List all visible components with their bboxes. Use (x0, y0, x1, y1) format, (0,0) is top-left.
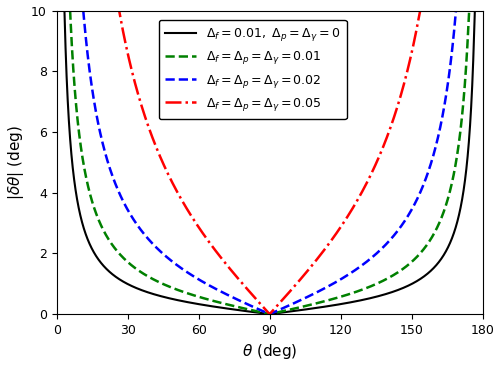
$\Delta_f = 0.01,\ \Delta_p = \Delta_\gamma = 0$ (80, 221, 86, 225)
$\Delta_f = \Delta_p = \Delta_\gamma = 0.01$ (56, 8, 62, 13)
$\Delta_f = \Delta_p = \Delta_\gamma = 0.02$ (480, 8, 486, 13)
$\Delta_f = \Delta_p = \Delta_\gamma = 0.02$ (266, 312, 272, 316)
Line: $\Delta_f = \Delta_p = \Delta_\gamma = 0.05$: $\Delta_f = \Delta_p = \Delta_\gamma = 0… (57, 11, 482, 314)
Legend: $\Delta_f = 0.01,\ \Delta_p = \Delta_\gamma = 0$, $\Delta_f = \Delta_p = \Delta_: $\Delta_f = 0.01,\ \Delta_p = \Delta_\ga… (158, 20, 346, 119)
$\Delta_f = 0.01,\ \Delta_p = \Delta_\gamma = 0$ (137, 287, 143, 292)
$\Delta_f = \Delta_p = \Delta_\gamma = 0.01$ (137, 269, 143, 274)
$\Delta_f = \Delta_p = \Delta_\gamma = 0.05$ (266, 312, 272, 316)
Line: $\Delta_f = \Delta_p = \Delta_\gamma = 0.01$: $\Delta_f = \Delta_p = \Delta_\gamma = 0… (57, 11, 482, 314)
$\Delta_f = \Delta_p = \Delta_\gamma = 0.01$ (80, 154, 86, 159)
$\Delta_f = 0.01,\ \Delta_p = \Delta_\gamma = 0$ (56, 8, 62, 13)
$\Delta_f = \Delta_p = \Delta_\gamma = 0.05$ (457, 8, 463, 13)
$\Delta_f = \Delta_p = \Delta_\gamma = 0.02$ (457, 8, 463, 13)
$\Delta_f = \Delta_p = \Delta_\gamma = 0.02$ (80, 8, 86, 13)
$\Delta_f = \Delta_p = \Delta_\gamma = 0.01$ (457, 133, 463, 138)
$\Delta_f = \Delta_p = \Delta_\gamma = 0.01$ (262, 311, 268, 315)
Line: $\Delta_f = \Delta_p = \Delta_\gamma = 0.02$: $\Delta_f = \Delta_p = \Delta_\gamma = 0… (57, 11, 482, 314)
$\Delta_f = 0.01,\ \Delta_p = \Delta_\gamma = 0$ (480, 8, 486, 13)
$\Delta_f = 0.01,\ \Delta_p = \Delta_\gamma = 0$ (54, 8, 60, 13)
$\Delta_f = \Delta_p = \Delta_\gamma = 0.05$ (54, 8, 60, 13)
$\Delta_f = \Delta_p = \Delta_\gamma = 0.05$ (480, 8, 486, 13)
$\Delta_f = \Delta_p = \Delta_\gamma = 0.05$ (137, 99, 143, 104)
$\Delta_f = \Delta_p = \Delta_\gamma = 0.02$ (72, 8, 78, 13)
$\Delta_f = \Delta_p = \Delta_\gamma = 0.05$ (56, 8, 62, 13)
$\Delta_f = 0.01,\ \Delta_p = \Delta_\gamma = 0$ (266, 312, 272, 316)
Line: $\Delta_f = 0.01,\ \Delta_p = \Delta_\gamma = 0$: $\Delta_f = 0.01,\ \Delta_p = \Delta_\ga… (57, 11, 482, 314)
$\Delta_f = \Delta_p = \Delta_\gamma = 0.02$ (137, 227, 143, 231)
Y-axis label: $|\delta\theta|$ (deg): $|\delta\theta|$ (deg) (6, 125, 25, 200)
$\Delta_f = \Delta_p = \Delta_\gamma = 0.02$ (56, 8, 62, 13)
$\Delta_f = \Delta_p = \Delta_\gamma = 0.01$ (266, 312, 272, 316)
$\Delta_f = 0.01,\ \Delta_p = \Delta_\gamma = 0$ (262, 311, 268, 316)
$\Delta_f = \Delta_p = \Delta_\gamma = 0.05$ (262, 307, 268, 311)
$\Delta_f = \Delta_p = \Delta_\gamma = 0.01$ (480, 8, 486, 13)
$\Delta_f = 0.01,\ \Delta_p = \Delta_\gamma = 0$ (457, 209, 463, 213)
$\Delta_f = \Delta_p = \Delta_\gamma = 0.02$ (54, 8, 60, 13)
$\Delta_f = \Delta_p = \Delta_\gamma = 0.01$ (72, 83, 78, 87)
$\Delta_f = \Delta_p = \Delta_\gamma = 0.05$ (80, 8, 86, 13)
X-axis label: $\theta$ (deg): $\theta$ (deg) (242, 342, 298, 361)
$\Delta_f = \Delta_p = \Delta_\gamma = 0.01$ (54, 8, 60, 13)
$\Delta_f = \Delta_p = \Delta_\gamma = 0.05$ (72, 8, 78, 13)
$\Delta_f = \Delta_p = \Delta_\gamma = 0.02$ (262, 310, 268, 314)
$\Delta_f = 0.01,\ \Delta_p = \Delta_\gamma = 0$ (72, 180, 78, 184)
